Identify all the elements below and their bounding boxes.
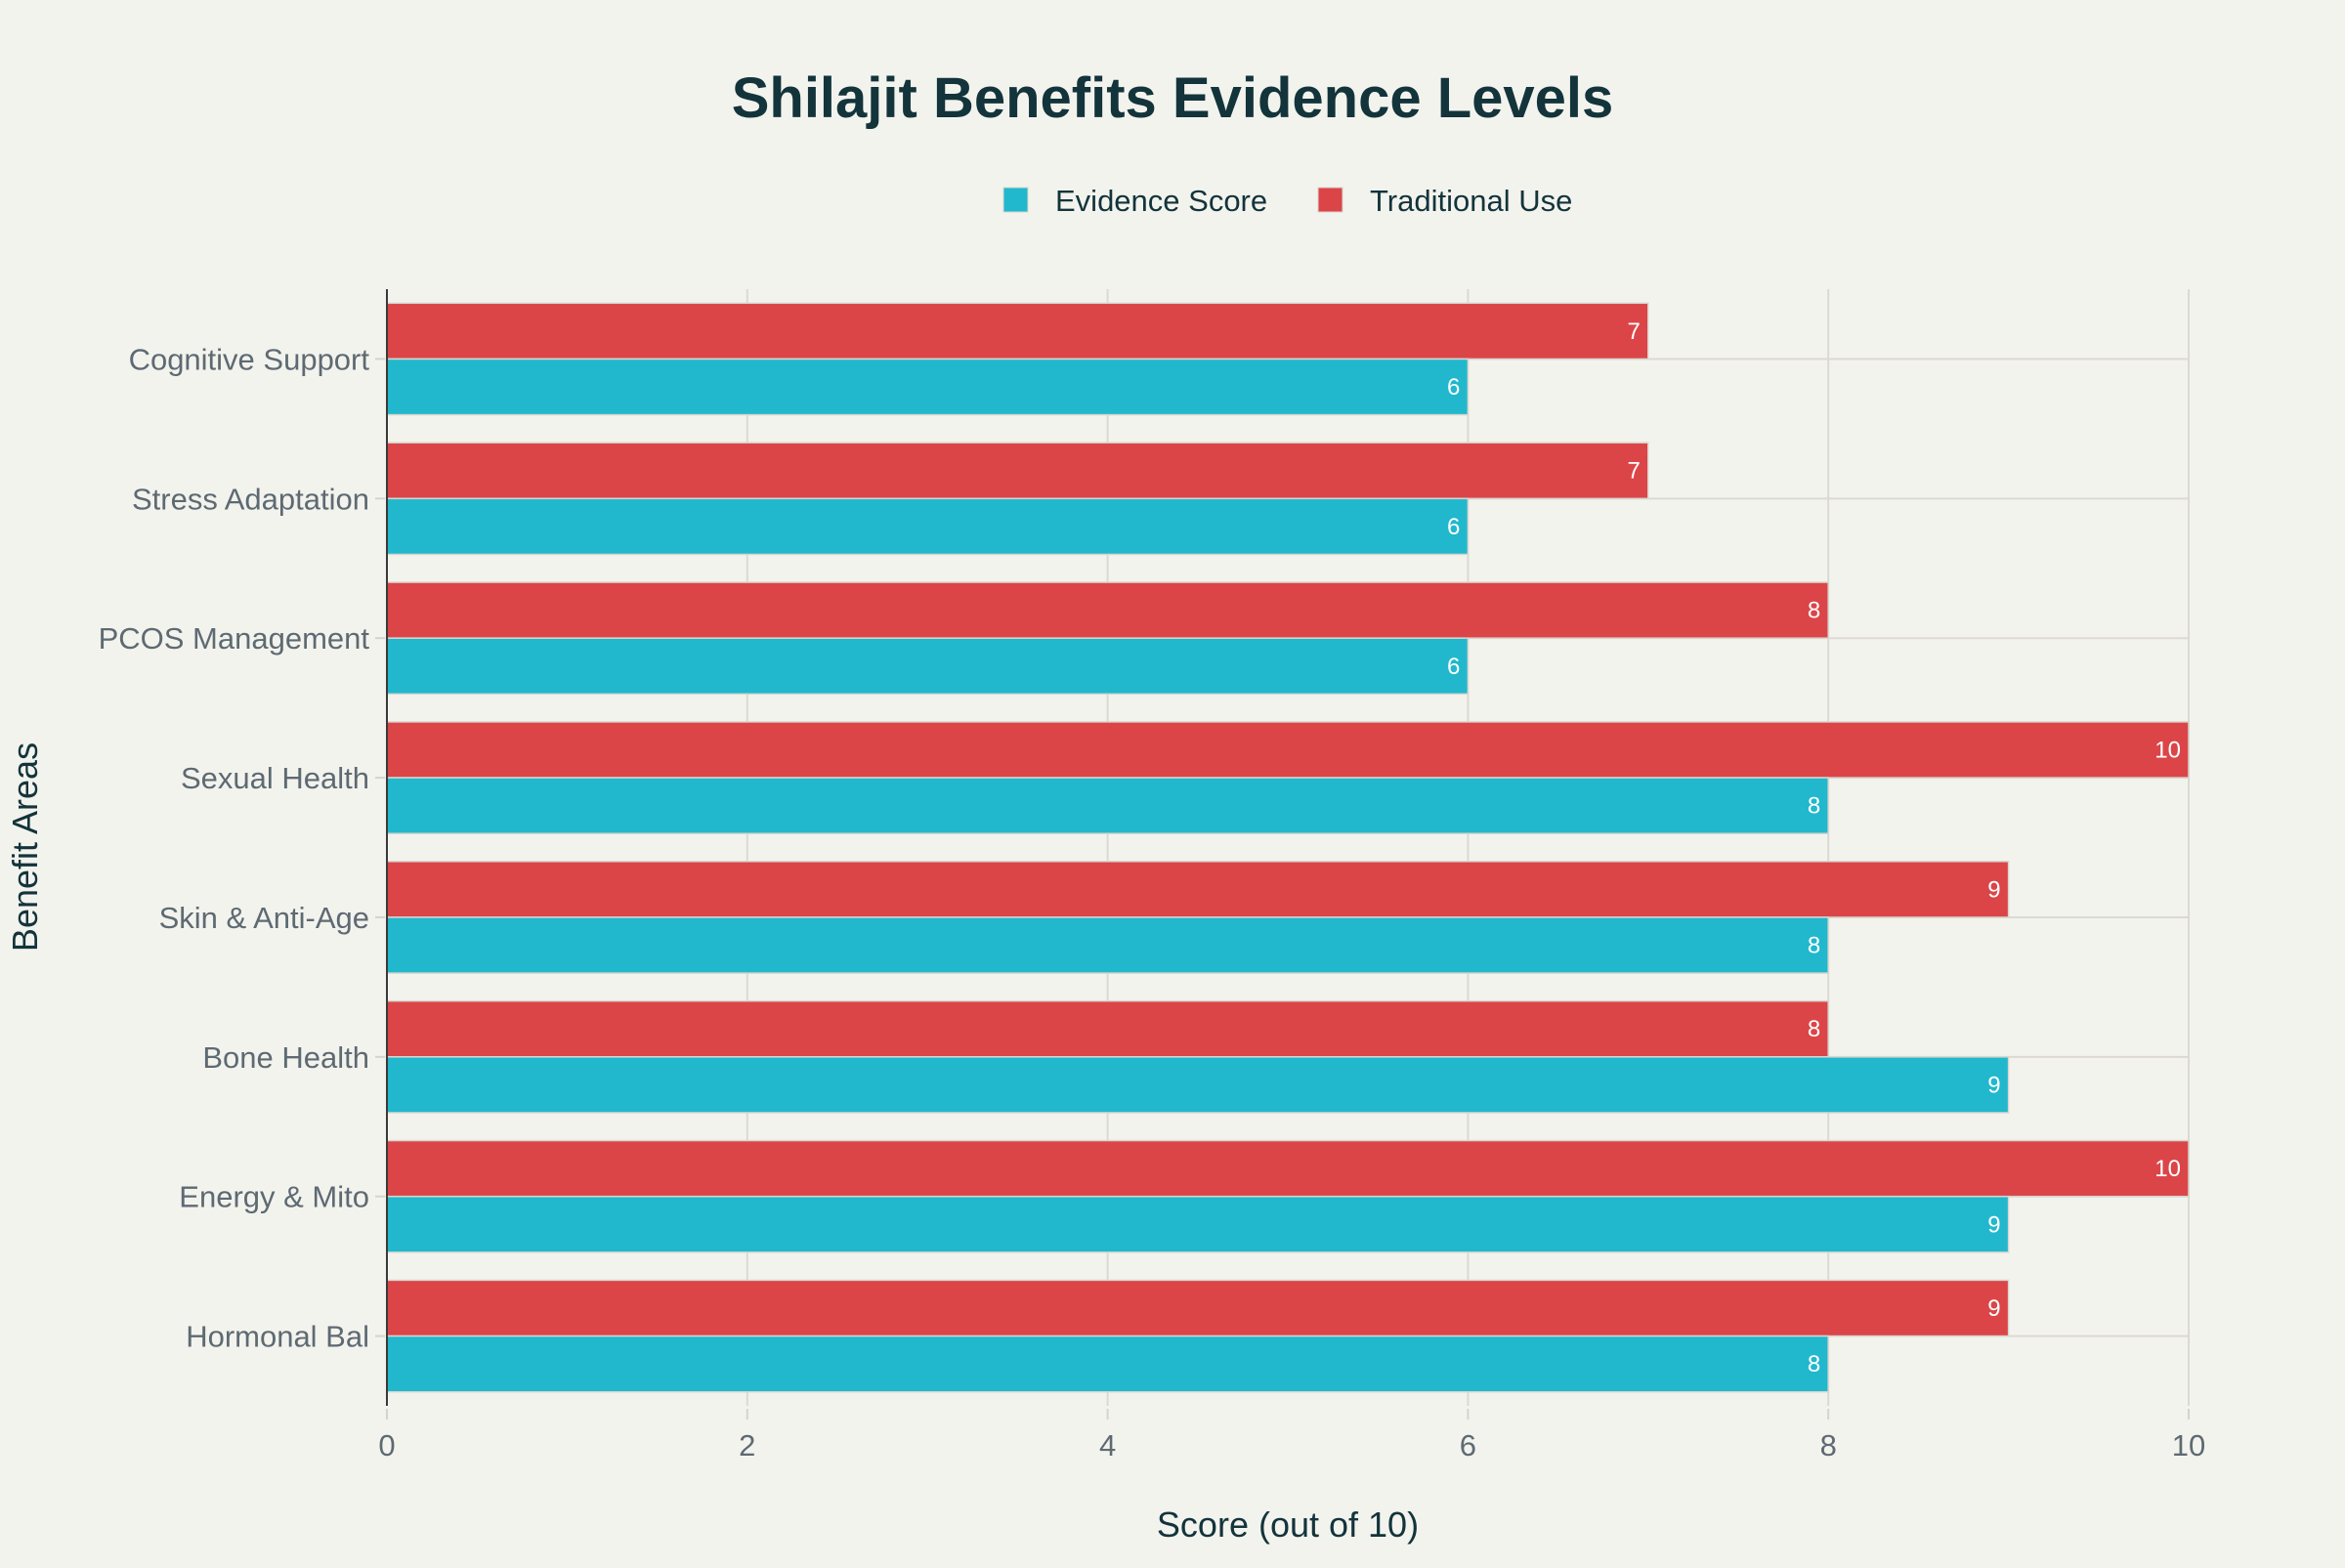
y-tick-label-hormonal-bal: Hormonal Bal [186,1320,369,1354]
bars [386,302,2190,1393]
bar-label-traditional-use-sexual-health: 10 [2154,737,2181,763]
bar-evidence-score-sexual-health[interactable] [386,777,1829,834]
bar-evidence-score-energy-and-mito[interactable] [386,1195,2010,1253]
bar-traditional-use-pcos-management[interactable] [386,581,1829,639]
bar-traditional-use-bone-health[interactable] [386,999,1829,1058]
y-tick-label-skin-and-anti-age: Skin & Anti-Age [159,901,369,935]
bar-traditional-use-cognitive-support[interactable] [386,302,1649,360]
legend-item-traditional-use[interactable]: Traditional Use [1317,184,1572,218]
y-tick-label-stress-adaptation: Stress Adaptation [132,482,369,516]
legend-item-evidence-score[interactable]: Evidence Score [1002,184,1267,218]
y-tick-label-cognitive-support: Cognitive Support [129,342,370,376]
bar-label-evidence-score-hormonal-bal: 8 [1808,1351,1820,1377]
y-axis-title: Benefit Areas [5,742,45,952]
bar-evidence-score-pcos-management[interactable] [386,637,1470,696]
x-axis-tick-labels: 0 2 4 6 8 10 [378,1409,2205,1462]
bar-label-evidence-score-cognitive-support: 6 [1447,374,1460,401]
x-axis-title: Score (out of 10) [1157,1504,1419,1545]
bar-label-evidence-score-stress-adaptation: 6 [1447,514,1460,540]
bar-label-evidence-score-energy-and-mito: 9 [1987,1211,2000,1238]
bar-evidence-score-stress-adaptation[interactable] [386,497,1470,556]
x-tick-label: 6 [1460,1428,1476,1462]
bar-evidence-score-hormonal-bal[interactable] [386,1335,1829,1393]
bar-label-traditional-use-hormonal-bal: 9 [1987,1295,2000,1322]
x-tick-label: 2 [739,1428,755,1462]
legend-swatch-evidence-score [1002,187,1029,213]
x-tick-label: 10 [2172,1428,2205,1462]
legend-swatch-traditional-use [1317,187,1343,213]
x-tick-label: 0 [378,1428,395,1462]
bar-label-traditional-use-skin-and-anti-age: 9 [1987,876,2000,903]
bar-traditional-use-hormonal-bal[interactable] [386,1279,2010,1337]
bar-label-evidence-score-pcos-management: 6 [1447,654,1460,680]
bar-label-traditional-use-pcos-management: 8 [1808,598,1820,624]
legend-label-evidence-score: Evidence Score [1055,184,1267,218]
bar-value-labels: 7 6 7 6 8 6 10 8 9 8 8 9 10 9 9 8 [1447,318,2181,1377]
x-tick-label: 4 [1099,1428,1116,1462]
legend: Evidence Score Traditional Use [1002,184,1572,218]
bar-label-traditional-use-energy-and-mito: 10 [2154,1156,2181,1182]
bar-evidence-score-skin-and-anti-age[interactable] [386,916,1829,974]
bar-label-traditional-use-bone-health: 8 [1808,1016,1820,1042]
bar-label-evidence-score-sexual-health: 8 [1808,793,1820,820]
bar-label-evidence-score-bone-health: 9 [1987,1072,2000,1098]
legend-label-traditional-use: Traditional Use [1370,184,1572,218]
y-tick-label-energy-and-mito: Energy & Mito [179,1180,369,1214]
bar-traditional-use-sexual-health[interactable] [386,721,2190,779]
bar-traditional-use-energy-and-mito[interactable] [386,1139,2190,1198]
bar-label-traditional-use-cognitive-support: 7 [1627,318,1640,345]
bar-evidence-score-bone-health[interactable] [386,1056,2010,1114]
bar-traditional-use-stress-adaptation[interactable] [386,442,1649,500]
y-tick-label-sexual-health: Sexual Health [181,761,369,795]
bar-evidence-score-cognitive-support[interactable] [386,358,1470,416]
y-axis-tick-labels: Cognitive Support Stress Adaptation PCOS M… [99,342,385,1354]
bar-traditional-use-skin-and-anti-age[interactable] [386,861,2010,918]
bar-label-traditional-use-stress-adaptation: 7 [1627,458,1640,485]
bar-label-evidence-score-skin-and-anti-age: 8 [1808,933,1820,959]
chart-title: Shilajit Benefits Evidence Levels [732,66,1614,130]
y-tick-label-pcos-management: PCOS Management [99,621,370,656]
x-tick-label: 8 [1820,1428,1837,1462]
y-tick-label-bone-health: Bone Health [202,1040,369,1075]
